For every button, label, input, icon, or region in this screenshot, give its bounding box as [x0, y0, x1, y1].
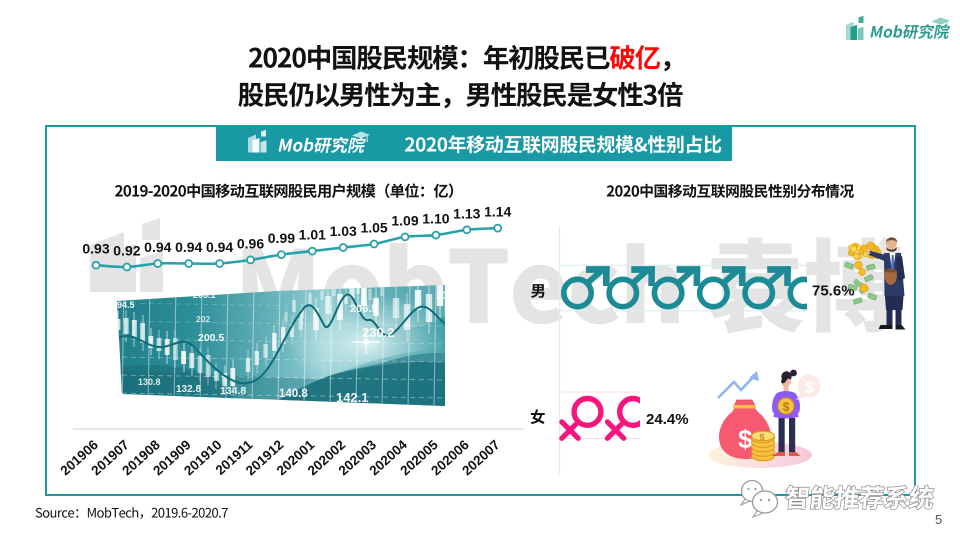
- svg-text:0.94: 0.94: [206, 239, 233, 255]
- svg-text:5: 5: [935, 512, 942, 527]
- svg-text:0.94: 0.94: [144, 239, 171, 255]
- svg-text:23: 23: [436, 290, 448, 302]
- svg-text:$: $: [738, 424, 753, 454]
- svg-text:1.05: 1.05: [360, 219, 387, 235]
- svg-text:194.5: 194.5: [112, 300, 135, 310]
- svg-text:$: $: [760, 433, 765, 443]
- svg-text:130.8: 130.8: [138, 377, 161, 387]
- svg-text:1.14: 1.14: [484, 204, 511, 220]
- svg-text:1.01: 1.01: [299, 227, 326, 243]
- svg-text:140.8: 140.8: [279, 388, 308, 400]
- svg-text:134.8: 134.8: [220, 385, 246, 397]
- svg-text:200.5: 200.5: [198, 332, 224, 344]
- svg-text:192.2: 192.2: [98, 320, 120, 330]
- svg-text:205.1: 205.1: [193, 290, 216, 300]
- svg-text:0.99: 0.99: [268, 230, 295, 246]
- svg-text:142.1: 142.1: [336, 390, 369, 405]
- svg-text:132.8: 132.8: [176, 384, 201, 395]
- svg-text:75.6%: 75.6%: [812, 283, 855, 300]
- svg-text:0.94: 0.94: [175, 239, 202, 255]
- svg-text:$: $: [805, 378, 815, 397]
- svg-text:1.09: 1.09: [391, 212, 418, 228]
- svg-text:206.5: 206.5: [350, 303, 378, 315]
- svg-text:1.10: 1.10: [422, 211, 449, 227]
- svg-text:0.93: 0.93: [82, 241, 109, 257]
- svg-text:1.03: 1.03: [330, 223, 357, 239]
- svg-text:0.96: 0.96: [237, 235, 264, 251]
- svg-text:$: $: [783, 400, 790, 414]
- svg-text:202: 202: [196, 314, 210, 324]
- svg-text:230.2: 230.2: [362, 325, 395, 340]
- svg-text:24.4%: 24.4%: [646, 411, 689, 428]
- svg-text:0.92: 0.92: [113, 243, 140, 259]
- svg-text:1.13: 1.13: [453, 205, 480, 221]
